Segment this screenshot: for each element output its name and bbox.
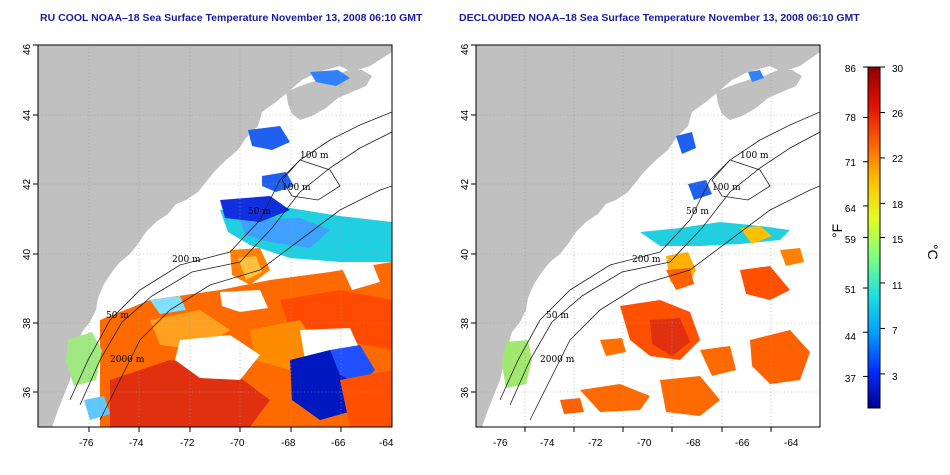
lat-tick-label: 36 bbox=[460, 386, 471, 398]
contour-label-left-4: 200 m bbox=[172, 255, 201, 265]
left-y-tick-labels: 36 38 40 42 44 46 bbox=[22, 43, 33, 398]
fahrenheit-label: °F bbox=[829, 224, 845, 238]
right-map-panel: 100 m 100 m 50 m 200 m 50 m 2000 m bbox=[476, 45, 820, 427]
celsius-tick: 18 bbox=[892, 200, 904, 211]
lon-tick-label: -64 bbox=[784, 438, 799, 449]
fahrenheit-tick: 71 bbox=[845, 158, 857, 169]
lon-tick-label: -70 bbox=[637, 438, 652, 449]
contour-label-right-4: 200 m bbox=[632, 255, 661, 265]
lon-tick-label: -76 bbox=[79, 438, 94, 449]
nova-scotia bbox=[286, 70, 372, 120]
fahrenheit-tick: 37 bbox=[845, 374, 857, 385]
bathymetry-contours-right bbox=[499, 111, 820, 421]
bathymetry-contours-left bbox=[69, 111, 392, 421]
lat-tick-label: 36 bbox=[22, 386, 33, 398]
celsius-label: °C bbox=[925, 244, 941, 260]
grid-right bbox=[476, 45, 820, 427]
left-y-axis bbox=[33, 44, 38, 393]
left-map-panel: 100 m 100 m 50 m 200 m 50 m 2000 m bbox=[38, 45, 392, 427]
right-x-axis bbox=[524, 427, 772, 432]
left-x-axis bbox=[88, 427, 342, 432]
celsius-tick: 26 bbox=[892, 109, 904, 120]
grid-left bbox=[38, 45, 392, 427]
celsius-tick: 30 bbox=[892, 64, 904, 75]
lat-tick-label: 46 bbox=[22, 43, 33, 55]
right-y-tick-labels: 36 38 40 42 44 46 bbox=[460, 43, 471, 398]
celsius-tick: 3 bbox=[892, 372, 898, 383]
lat-tick-label: 38 bbox=[22, 317, 33, 329]
land-mass bbox=[38, 45, 392, 427]
contour-label-right-5: 50 m bbox=[546, 311, 569, 321]
colorbar-gradient bbox=[868, 67, 880, 408]
lat-tick-label: 40 bbox=[460, 248, 471, 260]
lon-tick-label: -64 bbox=[379, 438, 394, 449]
colorbar: 86 78 71 64 59 51 44 37 30 26 22 18 15 1… bbox=[829, 64, 941, 409]
celsius-tick: 11 bbox=[892, 281, 903, 292]
lat-tick-label: 40 bbox=[22, 248, 33, 260]
contour-label-right-3: 50 m bbox=[686, 207, 709, 217]
fahrenheit-tick: 64 bbox=[845, 204, 857, 215]
fahrenheit-tick: 78 bbox=[845, 113, 857, 124]
left-panel-title: RU COOL NOAA–18 Sea Surface Temperature … bbox=[40, 12, 423, 24]
sst-patches-left bbox=[66, 70, 392, 427]
celsius-tick: 15 bbox=[892, 235, 904, 246]
lon-tick-label: -70 bbox=[230, 438, 245, 449]
right-map-frame bbox=[475, 44, 821, 428]
lon-tick-label: -68 bbox=[281, 438, 296, 449]
nova-scotia bbox=[716, 70, 802, 120]
lon-tick-label: -72 bbox=[180, 438, 195, 449]
contour-label-right-2: 100 m bbox=[712, 183, 741, 193]
fahrenheit-tick: 59 bbox=[845, 235, 857, 246]
contour-label-left-2: 100 m bbox=[282, 183, 311, 193]
lat-tick-label: 42 bbox=[460, 178, 471, 190]
lat-tick-label: 44 bbox=[460, 109, 471, 121]
celsius-tick: 7 bbox=[892, 326, 898, 337]
lon-tick-label: -68 bbox=[686, 438, 701, 449]
land-mass bbox=[476, 45, 820, 427]
contour-label-right-6: 2000 m bbox=[540, 355, 575, 365]
left-x-tick-labels: -76 -74 -72 -70 -68 -66 -64 bbox=[79, 438, 394, 449]
colorbar-ticks bbox=[863, 66, 885, 377]
contour-label-left-5: 50 m bbox=[106, 311, 129, 321]
contour-label-right-1: 100 m bbox=[740, 151, 769, 161]
lat-tick-label: 44 bbox=[22, 109, 33, 121]
lon-tick-label: -72 bbox=[588, 438, 603, 449]
contour-label-left-3: 50 m bbox=[248, 207, 271, 217]
lon-tick-label: -74 bbox=[540, 438, 555, 449]
lat-tick-label: 38 bbox=[460, 317, 471, 329]
sst-patches-right bbox=[502, 70, 810, 416]
contour-label-left-6: 2000 m bbox=[110, 355, 145, 365]
fahrenheit-tick: 86 bbox=[845, 64, 857, 75]
left-map-frame bbox=[37, 44, 393, 428]
lon-tick-label: -66 bbox=[735, 438, 750, 449]
lon-tick-label: -74 bbox=[129, 438, 144, 449]
lat-tick-label: 46 bbox=[460, 43, 471, 55]
contour-label-left-1: 100 m bbox=[300, 151, 329, 161]
right-x-tick-labels: -76 -74 -72 -70 -68 -66 -64 bbox=[493, 438, 799, 449]
fahrenheit-tick: 51 bbox=[845, 285, 857, 296]
lon-tick-label: -66 bbox=[331, 438, 346, 449]
lat-tick-label: 42 bbox=[22, 178, 33, 190]
right-y-axis bbox=[471, 44, 476, 393]
celsius-tick: 22 bbox=[892, 154, 904, 165]
lon-tick-label: -76 bbox=[493, 438, 508, 449]
right-panel-title: DECLOUDED NOAA–18 Sea Surface Temperatur… bbox=[459, 12, 860, 24]
fahrenheit-tick: 44 bbox=[845, 332, 857, 343]
